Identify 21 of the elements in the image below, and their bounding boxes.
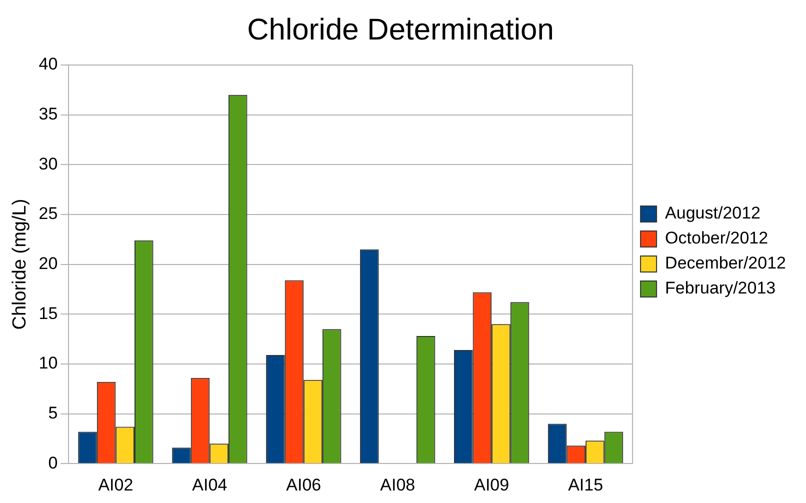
legend-label: August/2012 [665, 204, 761, 223]
y-tick-label: 10 [38, 354, 58, 373]
legend-label: February/2013 [665, 278, 776, 298]
y-tick-label: 0 [48, 453, 58, 472]
chart-title: Chloride Determination [247, 13, 554, 46]
y-tick-label: 30 [38, 154, 58, 174]
y-tick-label: 15 [38, 304, 58, 323]
y-tick-label: 25 [38, 204, 58, 224]
x-tick-label: AI04 [192, 475, 228, 494]
legend-label: October/2012 [665, 228, 768, 248]
x-tick-label: AI08 [380, 475, 416, 494]
x-tick-label: AI15 [568, 475, 604, 494]
x-tick-label: AI02 [98, 475, 134, 494]
legend-label: December/2012 [665, 254, 786, 273]
y-axis-title: Chloride (mg/L) [10, 198, 31, 330]
y-tick-label: 20 [38, 254, 58, 273]
x-tick-label: AI06 [286, 475, 322, 494]
x-tick-label: AI09 [474, 475, 510, 494]
y-tick-label: 35 [38, 104, 58, 124]
y-tick-label: 5 [48, 403, 58, 422]
y-tick-label: 40 [38, 54, 58, 74]
